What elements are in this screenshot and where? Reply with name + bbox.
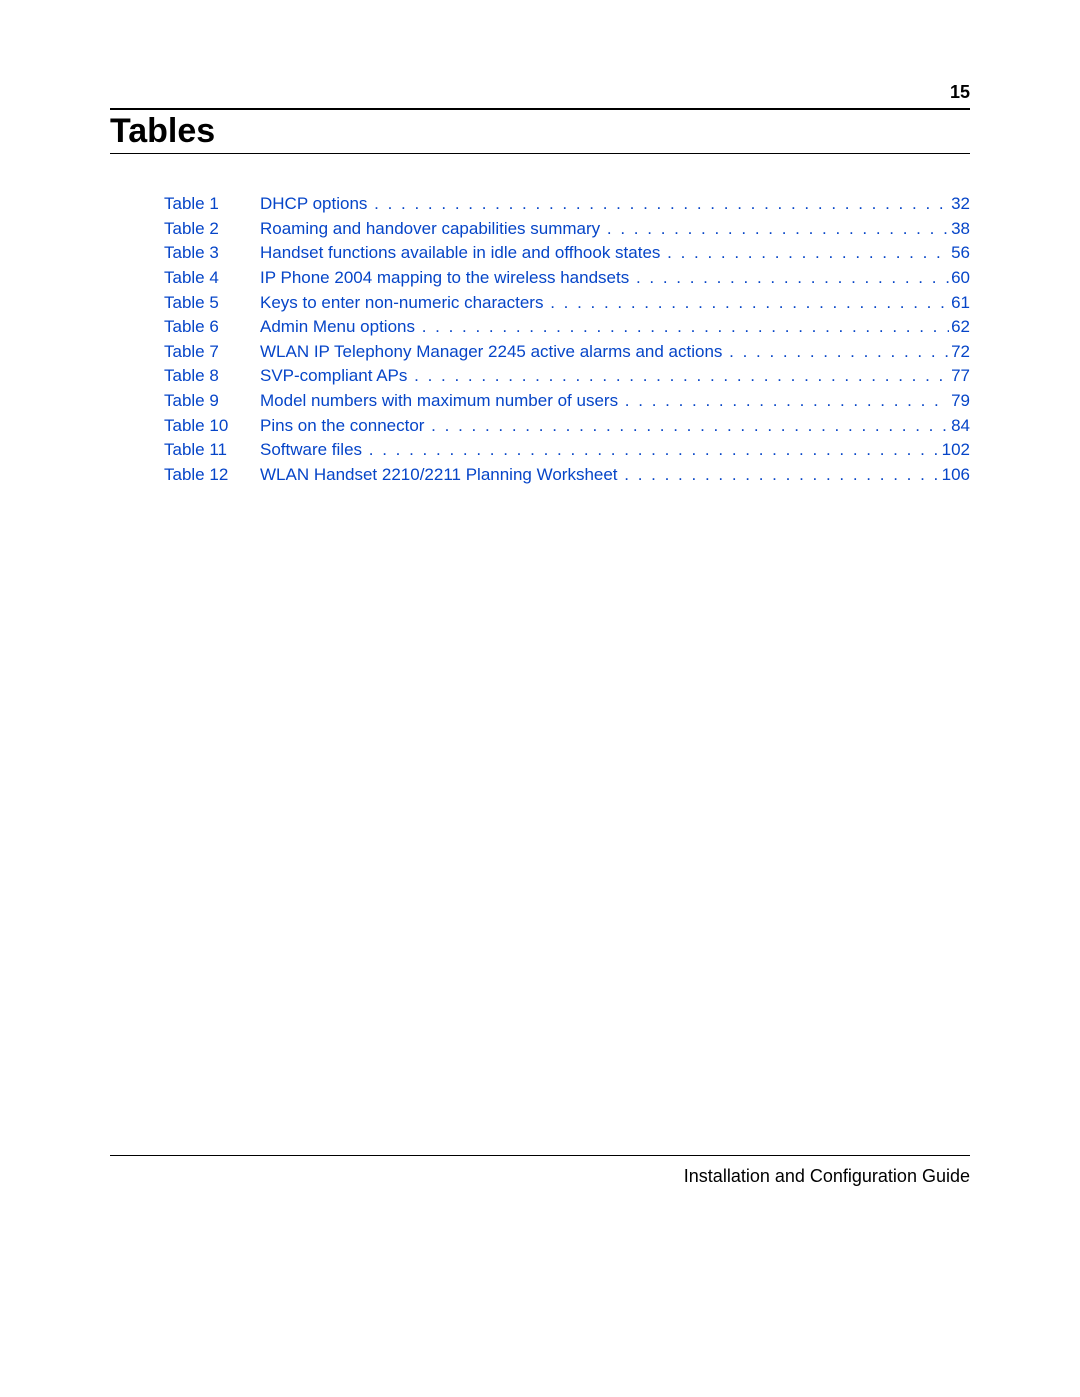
toc-entry-label: Table 7 (164, 340, 260, 365)
toc-entry-label: Table 4 (164, 266, 260, 291)
toc-entry-title: WLAN Handset 2210/2211 Planning Workshee… (260, 463, 622, 488)
toc-entry-label: Table 5 (164, 291, 260, 316)
toc-dot-leader: . . . . . . . . . . . . . . . . . . . . … (622, 463, 939, 488)
toc-entry-label: Table 10 (164, 414, 260, 439)
toc-dot-leader: . . . . . . . . . . . . . . . . . . . . … (367, 438, 940, 463)
footer-text: Installation and Configuration Guide (110, 1166, 970, 1187)
toc-entry-title: Software files (260, 438, 367, 463)
toc-row[interactable]: Table 10Pins on the connector . . . . . … (164, 414, 970, 439)
toc-entry-label: Table 9 (164, 389, 260, 414)
toc-entry-page: 77 (949, 364, 970, 389)
toc-entry-page: 79 (949, 389, 970, 414)
toc-row[interactable]: Table 2Roaming and handover capabilities… (164, 217, 970, 242)
toc-row[interactable]: Table 11Software files . . . . . . . . .… (164, 438, 970, 463)
toc-row[interactable]: Table 5Keys to enter non-numeric charact… (164, 291, 970, 316)
toc-entry-label: Table 1 (164, 192, 260, 217)
toc-dot-leader: . . . . . . . . . . . . . . . . . . . . … (429, 414, 949, 439)
toc-entry-title: Pins on the connector (260, 414, 429, 439)
toc-entry-page: 61 (949, 291, 970, 316)
toc-dot-leader: . . . . . . . . . . . . . . . . . . . . … (623, 389, 949, 414)
toc-dot-leader: . . . . . . . . . . . . . . . . . . . . … (372, 192, 949, 217)
toc-entry-page: 106 (940, 463, 970, 488)
toc-entry-label: Table 2 (164, 217, 260, 242)
toc-entry-label: Table 11 (164, 438, 260, 463)
page-title: Tables (110, 110, 970, 153)
toc-row[interactable]: Table 9Model numbers with maximum number… (164, 389, 970, 414)
toc-entry-title: Model numbers with maximum number of use… (260, 389, 623, 414)
toc-entry-title: Roaming and handover capabilities summar… (260, 217, 605, 242)
toc-entry-page: 84 (949, 414, 970, 439)
toc-dot-leader: . . . . . . . . . . . . . . . . . . . . … (412, 364, 949, 389)
document-page: 15 Tables Table 1DHCP options . . . . . … (0, 0, 1080, 1397)
toc-entry-title: SVP-compliant APs (260, 364, 412, 389)
toc-entry-page: 56 (949, 241, 970, 266)
toc-entry-label: Table 6 (164, 315, 260, 340)
toc-dot-leader: . . . . . . . . . . . . . . . . . . . . … (605, 217, 949, 242)
heading-rule-bottom (110, 153, 970, 154)
toc-entry-page: 38 (949, 217, 970, 242)
toc-entry-label: Table 8 (164, 364, 260, 389)
toc-entry-page: 62 (949, 315, 970, 340)
toc-entry-page: 32 (949, 192, 970, 217)
toc-entry-title: Admin Menu options (260, 315, 420, 340)
toc-entry-label: Table 3 (164, 241, 260, 266)
toc-row[interactable]: Table 12WLAN Handset 2210/2211 Planning … (164, 463, 970, 488)
toc-row[interactable]: Table 1DHCP options . . . . . . . . . . … (164, 192, 970, 217)
toc-dot-leader: . . . . . . . . . . . . . . . . . . . . … (634, 266, 949, 291)
toc-entry-title: IP Phone 2004 mapping to the wireless ha… (260, 266, 634, 291)
toc-entry-title: Handset functions available in idle and … (260, 241, 665, 266)
toc-row[interactable]: Table 7WLAN IP Telephony Manager 2245 ac… (164, 340, 970, 365)
page-number: 15 (950, 82, 970, 103)
toc-row[interactable]: Table 8SVP-compliant APs . . . . . . . .… (164, 364, 970, 389)
toc-entry-page: 60 (949, 266, 970, 291)
footer-rule (110, 1155, 970, 1156)
toc-dot-leader: . . . . . . . . . . . . . . . . . . . . … (727, 340, 949, 365)
page-footer: Installation and Configuration Guide (110, 1155, 970, 1187)
toc-entry-title: WLAN IP Telephony Manager 2245 active al… (260, 340, 727, 365)
toc-row[interactable]: Table 3Handset functions available in id… (164, 241, 970, 266)
toc-dot-leader: . . . . . . . . . . . . . . . . . . . . … (665, 241, 949, 266)
toc-dot-leader: . . . . . . . . . . . . . . . . . . . . … (548, 291, 949, 316)
toc-entry-page: 102 (940, 438, 970, 463)
toc-entry-label: Table 12 (164, 463, 260, 488)
toc-row[interactable]: Table 6Admin Menu options . . . . . . . … (164, 315, 970, 340)
toc-dot-leader: . . . . . . . . . . . . . . . . . . . . … (420, 315, 949, 340)
toc-entry-title: Keys to enter non-numeric characters (260, 291, 548, 316)
list-of-tables: Table 1DHCP options . . . . . . . . . . … (110, 192, 970, 488)
toc-row[interactable]: Table 4IP Phone 2004 mapping to the wire… (164, 266, 970, 291)
toc-entry-page: 72 (949, 340, 970, 365)
toc-entry-title: DHCP options (260, 192, 372, 217)
